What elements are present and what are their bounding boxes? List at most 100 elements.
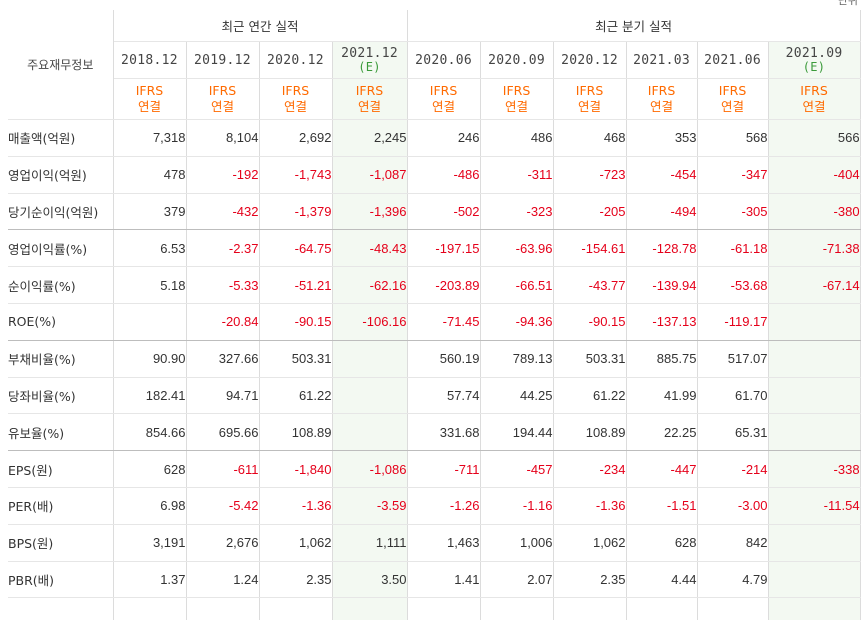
label-column-header: 주요재무정보	[8, 10, 114, 120]
basis-header: IFRS 연결	[259, 78, 333, 120]
value-cell: -2.37	[186, 229, 260, 268]
period-label: 2020.12	[267, 52, 324, 68]
basis-header: IFRS 연결	[768, 78, 861, 120]
row-label: 유보율(%)	[8, 413, 114, 452]
basis-consolidated: 연결	[432, 99, 456, 114]
table-row: BPS(원) 3,191 2,676 1,062 1,111 1,463 1,006 1,06…	[8, 524, 861, 562]
period-label: 2020.06	[415, 52, 472, 68]
period-header: 2018.12	[113, 41, 187, 79]
row-label: 영업이익(억원)	[8, 156, 114, 194]
value-cell: 8,104	[186, 119, 260, 157]
value-cell: 1,006	[480, 524, 554, 562]
row-label: 부채비율(%)	[8, 340, 114, 378]
estimate-marker: (E)	[358, 60, 381, 74]
empty-cell	[553, 597, 627, 620]
value-cell: 246	[406, 119, 481, 157]
value-cell: 65.31	[697, 413, 769, 452]
value-cell: 327.66	[186, 340, 260, 378]
basis-ifrs: IFRS	[208, 83, 237, 98]
empty-cell	[697, 597, 769, 620]
table-row: 부채비율(%) 90.90 327.66 503.31 560.19 789.13 503.…	[8, 340, 861, 378]
empty-cell	[332, 597, 408, 620]
period-header: 2020.12	[553, 41, 627, 79]
period-header: 2019.12	[186, 41, 260, 79]
value-cell: 503.31	[553, 340, 627, 378]
value-cell: -94.36	[480, 303, 554, 341]
value-cell: 468	[553, 119, 627, 157]
value-cell: 1.24	[186, 561, 260, 599]
period-header: 2021.12 (E)	[332, 41, 408, 79]
value-cell: -64.75	[259, 229, 333, 268]
basis-header: IFRS 연결	[113, 78, 187, 120]
value-cell: 61.22	[553, 377, 627, 415]
quarter-group-header: 최근 분기 실적	[406, 10, 861, 42]
value-cell: -90.15	[259, 303, 333, 341]
table-row: 유보율(%) 854.66 695.66 108.89 331.68 194.44 108.…	[8, 413, 861, 452]
value-cell: 560.19	[406, 340, 481, 378]
value-cell: -1,087	[332, 156, 408, 194]
value-cell: 566	[768, 119, 861, 157]
row-label: 순이익률(%)	[8, 266, 114, 304]
value-cell: -432	[186, 193, 260, 231]
period-header: 2020.12	[259, 41, 333, 79]
value-cell: -338	[768, 450, 861, 488]
value-cell: 628	[113, 450, 187, 488]
value-cell: 108.89	[553, 413, 627, 452]
basis-ifrs: IFRS	[718, 83, 747, 98]
value-cell	[768, 377, 861, 415]
row-label: 영업이익률(%)	[8, 229, 114, 268]
value-cell: -128.78	[626, 229, 698, 268]
value-cell	[113, 303, 187, 341]
value-cell: -1.51	[626, 487, 698, 525]
row-label: 당기순이익(억원)	[8, 193, 114, 231]
empty-cell	[186, 597, 260, 620]
period-header: 2020.09	[480, 41, 554, 79]
value-cell	[768, 413, 861, 452]
value-cell: 517.07	[697, 340, 769, 378]
value-cell: -234	[553, 450, 627, 488]
empty-cell	[8, 597, 114, 620]
value-cell	[768, 524, 861, 562]
value-cell	[332, 377, 408, 415]
value-cell: -5.33	[186, 266, 260, 304]
value-cell: -51.21	[259, 266, 333, 304]
value-cell: 2,245	[332, 119, 408, 157]
value-cell: 7,318	[113, 119, 187, 157]
table-row: 당좌비율(%) 182.41 94.71 61.22 57.74 44.25 61.22 41…	[8, 377, 861, 415]
value-cell: -723	[553, 156, 627, 194]
basis-header: IFRS 연결	[406, 78, 481, 120]
basis-ifrs: IFRS	[355, 83, 384, 98]
value-cell: -711	[406, 450, 481, 488]
basis-consolidated: 연결	[137, 99, 161, 114]
value-cell: -106.16	[332, 303, 408, 341]
basis-ifrs: IFRS	[800, 83, 828, 98]
value-cell: -502	[406, 193, 481, 231]
financial-summary-table: 주요재무정보 최근 연간 실적 최근 분기 실적 2018.12 2019.12 2…	[8, 10, 861, 620]
value-cell: 90.90	[113, 340, 187, 378]
value-cell	[768, 340, 861, 378]
period-label: 2021.09	[785, 46, 843, 61]
value-cell: -486	[406, 156, 481, 194]
value-cell: -1,086	[332, 450, 408, 488]
value-cell	[768, 303, 861, 341]
value-cell: 5.18	[113, 266, 187, 304]
value-cell: -1,840	[259, 450, 333, 488]
row-label: PBR(배)	[8, 561, 114, 599]
basis-consolidated: 연결	[721, 99, 745, 114]
value-cell: -203.89	[406, 266, 481, 304]
period-label: 2021.12	[341, 46, 398, 61]
table-row: ROE(%) -20.84 -90.15 -106.16 -71.45 -94.36 -90…	[8, 303, 861, 341]
basis-header: IFRS 연결	[553, 78, 627, 120]
empty-cell	[626, 597, 698, 620]
value-cell: -20.84	[186, 303, 260, 341]
value-cell: -380	[768, 193, 861, 231]
value-cell: -457	[480, 450, 554, 488]
value-cell: -63.96	[480, 229, 554, 268]
value-cell: 194.44	[480, 413, 554, 452]
value-cell: 3.50	[332, 561, 408, 599]
value-cell: 478	[113, 156, 187, 194]
row-label: 매출액(억원)	[8, 119, 114, 157]
value-cell: -11.54	[768, 487, 861, 525]
period-label: 2020.12	[561, 52, 618, 68]
value-cell: 4.79	[697, 561, 769, 599]
